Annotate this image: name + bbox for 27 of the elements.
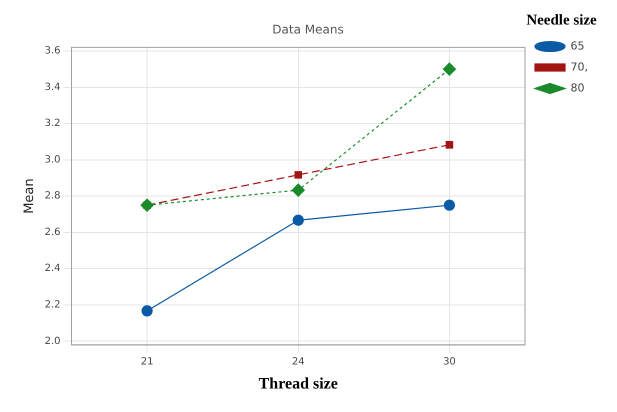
y-tick-label: 2.2 — [44, 300, 61, 310]
y-tick-label: 3.4 — [44, 82, 61, 93]
x-tick-label: 30 — [443, 356, 456, 368]
x-tick-label: 21 — [140, 356, 154, 368]
y-tick-label: 3.0 — [44, 154, 61, 166]
legend-label: 70, — [570, 60, 588, 74]
point — [442, 62, 456, 76]
y-tick-label: 2.6 — [44, 226, 61, 238]
point — [141, 305, 153, 316]
legend-title: Needle size — [526, 12, 598, 28]
point — [292, 214, 304, 226]
y-tick-label: 3.6 — [44, 46, 61, 57]
y-axis-title: Mean — [22, 178, 38, 214]
y-tick-label: 2.8 — [44, 190, 61, 202]
y-tick-label: 2.4 — [44, 263, 61, 274]
point — [444, 200, 456, 211]
chart-title: Data Means — [272, 22, 344, 36]
legend-label: 65 — [570, 39, 585, 52]
x-axis-title: Thread size — [258, 376, 338, 393]
x-tick-label: 24 — [292, 356, 305, 368]
y-tick-label: 2.0 — [44, 336, 61, 347]
point — [140, 198, 154, 212]
y-tick-label: 3.2 — [44, 118, 61, 130]
point — [446, 141, 454, 149]
legend-label: 80 — [570, 81, 585, 94]
point — [294, 171, 302, 179]
point — [292, 184, 305, 197]
